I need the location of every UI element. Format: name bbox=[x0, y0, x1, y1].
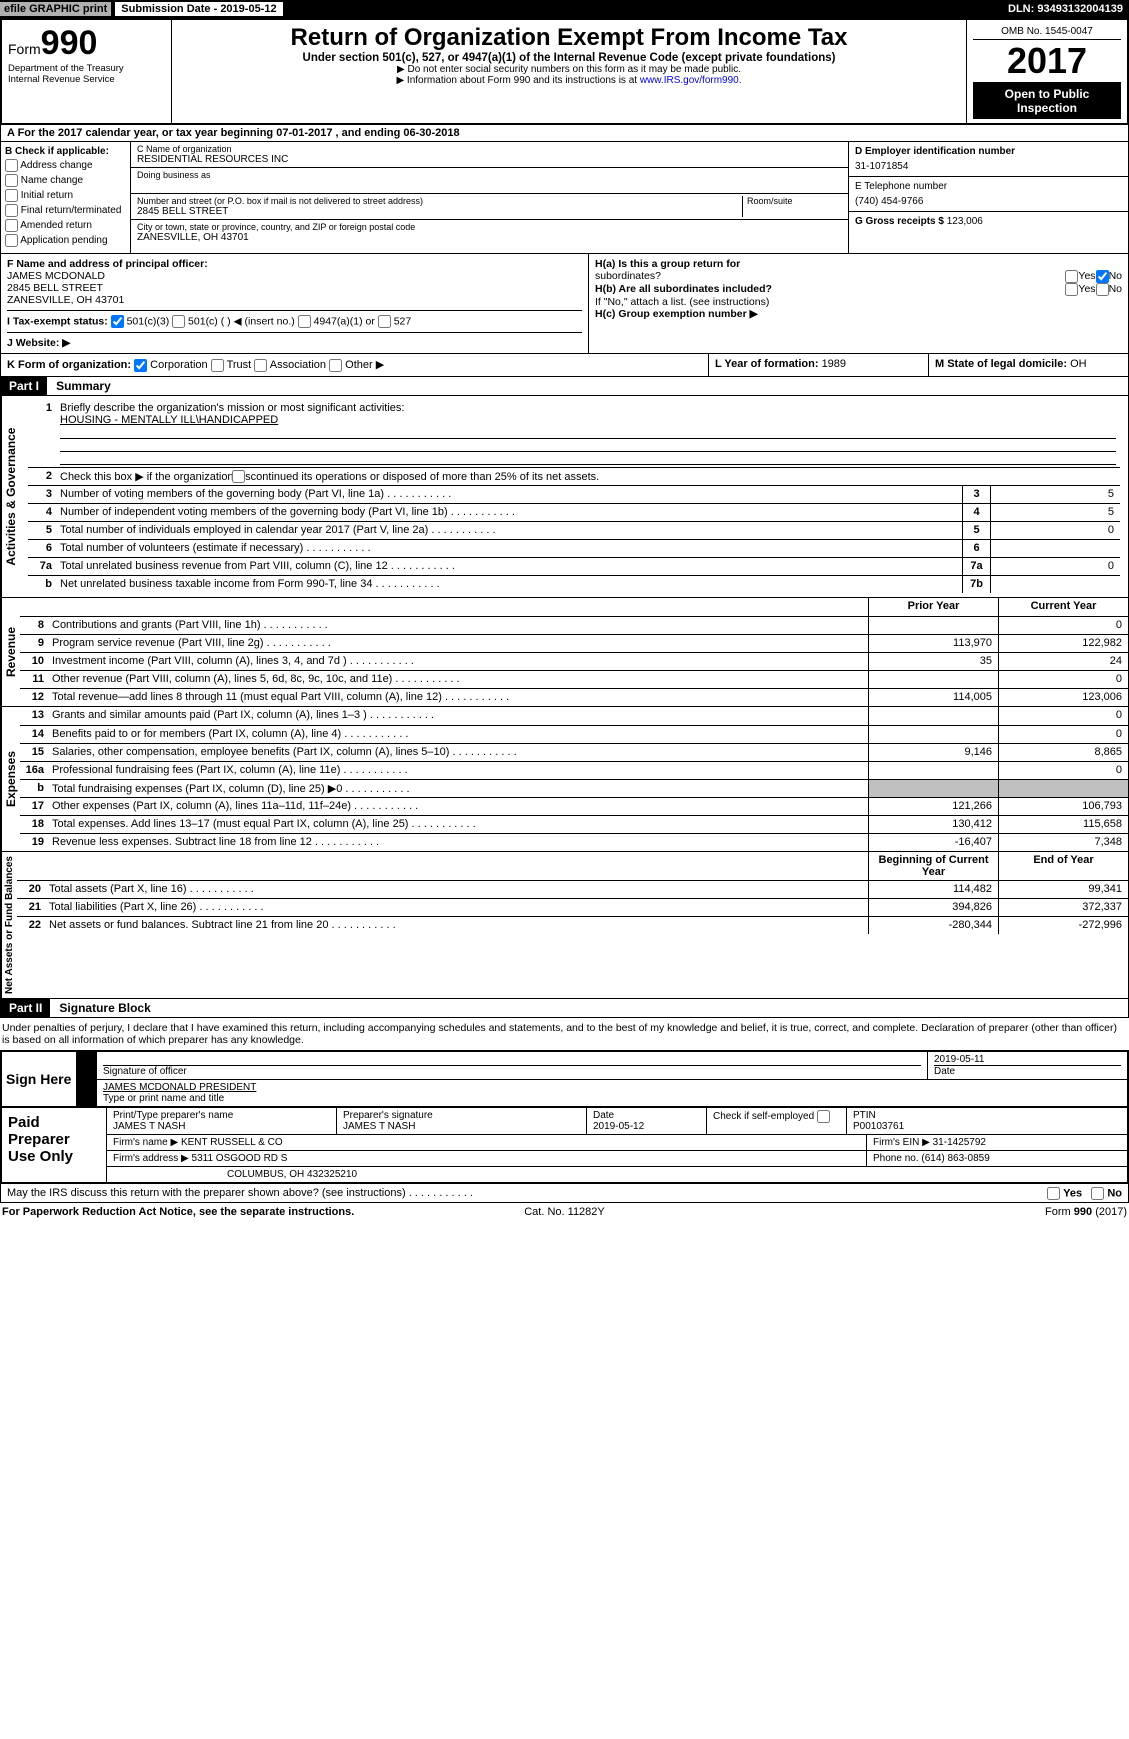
note-ssn: ▶ Do not enter social security numbers o… bbox=[178, 64, 960, 75]
firm-name: KENT RUSSELL & CO bbox=[181, 1137, 283, 1148]
irs-link[interactable]: www.IRS.gov/form990 bbox=[640, 75, 739, 86]
klm-block: K Form of organization: Corporation Trus… bbox=[0, 354, 1129, 377]
chk-hb-no[interactable] bbox=[1096, 283, 1109, 296]
form-title: Return of Organization Exempt From Incom… bbox=[178, 24, 960, 52]
ptin: P00103761 bbox=[853, 1121, 904, 1132]
box-f: F Name and address of principal officer:… bbox=[1, 254, 588, 353]
form-number: Form990 bbox=[8, 24, 165, 63]
col-begin: Beginning of Current Year bbox=[868, 852, 998, 880]
box-h: H(a) Is this a group return for subordin… bbox=[588, 254, 1128, 353]
section-a: A For the 2017 calendar year, or tax yea… bbox=[0, 125, 1129, 142]
chk-ha-no[interactable] bbox=[1096, 270, 1109, 283]
chk-501c3[interactable] bbox=[111, 315, 124, 328]
phone: (740) 454-9766 bbox=[855, 196, 1122, 207]
chk-final-return[interactable] bbox=[5, 204, 18, 217]
chk-amended[interactable] bbox=[5, 219, 18, 232]
side-expenses: Expenses bbox=[1, 707, 20, 851]
tax-year: 2017 bbox=[973, 40, 1121, 83]
form-label: Form 990 (2017) bbox=[752, 1206, 1127, 1218]
preparer-block: Paid Preparer Use Only Print/Type prepar… bbox=[0, 1108, 1129, 1184]
chk-app-pending[interactable] bbox=[5, 234, 18, 247]
expenses-section: Expenses 13Grants and similar amounts pa… bbox=[0, 707, 1129, 852]
box-c: C Name of organizationRESIDENTIAL RESOUR… bbox=[131, 142, 848, 253]
arrow-icon bbox=[77, 1052, 97, 1079]
prep-date: 2019-05-12 bbox=[593, 1121, 644, 1132]
form-subtitle: Under section 501(c), 527, or 4947(a)(1)… bbox=[178, 52, 960, 64]
box-b: B Check if applicable: Address change Na… bbox=[1, 142, 131, 253]
col-prior: Prior Year bbox=[868, 598, 998, 616]
sign-here-label: Sign Here bbox=[2, 1052, 77, 1106]
prep-sig: JAMES T NASH bbox=[343, 1121, 415, 1132]
mission: HOUSING - MENTALLY ILL\HANDICAPPED bbox=[60, 414, 278, 426]
firm-ein: 31-1425792 bbox=[933, 1137, 986, 1148]
chk-self-employed[interactable] bbox=[817, 1110, 830, 1123]
chk-assoc[interactable] bbox=[254, 359, 267, 372]
form-header: Form990 Department of the Treasury Inter… bbox=[0, 18, 1129, 125]
efile-label: efile GRAPHIC print bbox=[0, 2, 111, 16]
side-netassets: Net Assets or Fund Balances bbox=[1, 852, 17, 998]
website-label: J Website: ▶ bbox=[7, 337, 70, 349]
officer-name: JAMES MCDONALD PRESIDENT bbox=[103, 1082, 256, 1093]
firm-addr: 5311 OSGOOD RD S bbox=[192, 1153, 288, 1164]
col-end: End of Year bbox=[998, 852, 1128, 880]
chk-name-change[interactable] bbox=[5, 174, 18, 187]
chk-trust[interactable] bbox=[211, 359, 224, 372]
chk-527[interactable] bbox=[378, 315, 391, 328]
firm-city: COLUMBUS, OH 432325210 bbox=[227, 1169, 357, 1180]
penalty-text: Under penalties of perjury, I declare th… bbox=[0, 1018, 1129, 1050]
firm-phone: (614) 863-0859 bbox=[921, 1153, 989, 1164]
open-public: Open to PublicInspection bbox=[973, 83, 1121, 119]
org-city: ZANESVILLE, OH 43701 bbox=[137, 232, 842, 243]
side-activities: Activities & Governance bbox=[1, 396, 20, 598]
chk-discontinued[interactable] bbox=[232, 470, 245, 483]
chk-discuss-yes[interactable] bbox=[1047, 1187, 1060, 1200]
col-current: Current Year bbox=[998, 598, 1128, 616]
chk-other[interactable] bbox=[329, 359, 342, 372]
part-i-title: Summary bbox=[56, 379, 111, 393]
org-street: 2845 BELL STREET bbox=[137, 206, 742, 217]
omb-number: OMB No. 1545-0047 bbox=[973, 24, 1121, 40]
sign-block: Sign Here Signature of officer2019-05-11… bbox=[0, 1050, 1129, 1108]
box-m: M State of legal domicile: OH bbox=[928, 354, 1128, 376]
ein: 31-1071854 bbox=[855, 161, 1122, 172]
box-deg: D Employer identification number31-10718… bbox=[848, 142, 1128, 253]
netassets-section: Net Assets or Fund Balances Beginning of… bbox=[0, 852, 1129, 999]
fh-block: F Name and address of principal officer:… bbox=[0, 254, 1129, 354]
chk-ha-yes[interactable] bbox=[1065, 270, 1078, 283]
note-link: ▶ Information about Form 990 and its ins… bbox=[178, 75, 960, 86]
irs-label: Internal Revenue Service bbox=[8, 74, 165, 85]
prep-name: JAMES T NASH bbox=[113, 1121, 185, 1132]
cat-no: Cat. No. 11282Y bbox=[377, 1206, 752, 1218]
dept-treasury: Department of the Treasury bbox=[8, 63, 165, 74]
part-ii-title: Signature Block bbox=[59, 1001, 150, 1015]
chk-corp[interactable] bbox=[134, 359, 147, 372]
chk-501c[interactable] bbox=[172, 315, 185, 328]
arrow-icon bbox=[77, 1080, 97, 1106]
activities-section: Activities & Governance 1Briefly describ… bbox=[0, 396, 1129, 599]
preparer-label: Paid Preparer Use Only bbox=[2, 1108, 107, 1182]
box-k: K Form of organization: Corporation Trus… bbox=[1, 354, 708, 376]
main-block: B Check if applicable: Address change Na… bbox=[0, 142, 1129, 254]
box-l: L Year of formation: 1989 bbox=[708, 354, 928, 376]
dln: DLN: 93493132004139 bbox=[1008, 3, 1129, 15]
chk-4947[interactable] bbox=[298, 315, 311, 328]
chk-discuss-no[interactable] bbox=[1091, 1187, 1104, 1200]
submission-date: Submission Date - 2019-05-12 bbox=[115, 2, 282, 16]
part-i-header: Part I bbox=[1, 377, 47, 395]
chk-initial-return[interactable] bbox=[5, 189, 18, 202]
gross-receipts: 123,006 bbox=[947, 216, 983, 227]
top-bar: efile GRAPHIC print Submission Date - 20… bbox=[0, 0, 1129, 18]
org-name: RESIDENTIAL RESOURCES INC bbox=[137, 154, 842, 165]
side-revenue: Revenue bbox=[1, 598, 20, 706]
discuss-row: May the IRS discuss this return with the… bbox=[0, 1184, 1129, 1203]
footer: For Paperwork Reduction Act Notice, see … bbox=[0, 1203, 1129, 1221]
chk-hb-yes[interactable] bbox=[1065, 283, 1078, 296]
revenue-section: Revenue Prior YearCurrent Year 8Contribu… bbox=[0, 598, 1129, 707]
paperwork-notice: For Paperwork Reduction Act Notice, see … bbox=[2, 1206, 377, 1218]
part-ii-header: Part II bbox=[1, 999, 50, 1017]
chk-address-change[interactable] bbox=[5, 159, 18, 172]
